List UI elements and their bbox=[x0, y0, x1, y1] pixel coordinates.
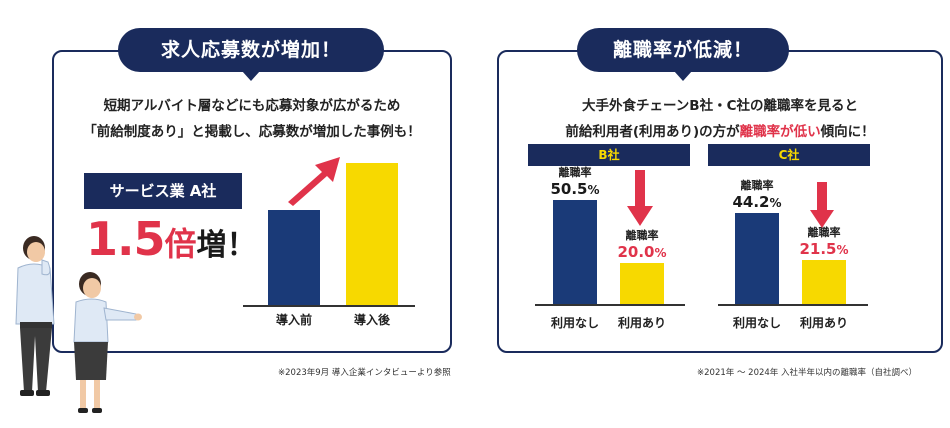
value-unit: % bbox=[587, 183, 600, 197]
right-footnote: ※2021年 ～ 2024年 入社半年以内の離職率（自社調べ） bbox=[697, 368, 917, 378]
right-intro-line1: 大手外食チェーンB社・C社の離職率を見ると bbox=[581, 98, 859, 114]
chart-c-header: C社 bbox=[708, 144, 870, 166]
value-label-b-use: 離職率 20.0% bbox=[606, 229, 678, 262]
category-label: 利用なし bbox=[550, 316, 599, 330]
bar-after bbox=[346, 163, 398, 305]
right-heading: 離職率が低減！ bbox=[577, 28, 789, 81]
value-unit: % bbox=[836, 243, 849, 257]
value-label-c-no-use: 離職率 44.2% bbox=[721, 179, 793, 212]
bar-before bbox=[268, 210, 320, 305]
value-number: 50.5 bbox=[550, 180, 588, 198]
multiplier-number: 1.5 bbox=[86, 212, 165, 266]
category-label: 導入前 bbox=[275, 313, 312, 327]
chart-b-header: B社 bbox=[528, 144, 690, 166]
category-label: 利用なし bbox=[732, 316, 781, 330]
up-arrow-icon bbox=[288, 157, 340, 206]
value-number: 20.0 bbox=[617, 243, 655, 261]
category-label: 利用あり bbox=[617, 316, 666, 330]
value-label-title: 離職率 bbox=[558, 166, 592, 179]
down-arrow-icon bbox=[810, 182, 834, 228]
value-label-title: 離職率 bbox=[807, 226, 841, 239]
right-intro-line2: 前給利用者(利用あり)の方が離職率が低い傾向に！ bbox=[505, 119, 935, 145]
multiplier-unit: 倍 bbox=[164, 225, 197, 263]
bar-b-use bbox=[620, 263, 664, 304]
chart-baseline bbox=[718, 304, 868, 306]
value-unit: % bbox=[654, 246, 667, 260]
chart-baseline bbox=[535, 304, 685, 306]
bar-c-use bbox=[802, 260, 846, 304]
left-intro-line2: 「前給制度あり」と掲載し、応募数が増加した事例も！ bbox=[83, 124, 421, 140]
bar-b-no-use bbox=[553, 200, 597, 304]
right-intro: 大手外食チェーンB社・C社の離職率を見ると 前給利用者(利用あり)の方が離職率が… bbox=[505, 93, 935, 145]
value-number: 21.5 bbox=[799, 240, 837, 258]
left-intro-line1: 短期アルバイト層などにも応募対象が広がるため bbox=[103, 98, 401, 114]
intro-line2-part-a: 前給利用者(利用あり)の方が bbox=[565, 124, 740, 140]
woman-figure bbox=[73, 272, 142, 413]
intro-line2-part-c: 傾向に！ bbox=[820, 124, 875, 140]
company-label: サービス業 A社 bbox=[84, 173, 242, 209]
left-heading: 求人応募数が増加！ bbox=[118, 28, 384, 81]
category-label: 導入後 bbox=[353, 313, 390, 327]
intro-line2-highlight: 離職率が低い bbox=[739, 124, 821, 140]
value-number: 44.2 bbox=[732, 193, 770, 211]
bar-c-no-use bbox=[735, 213, 779, 304]
down-arrow-icon bbox=[627, 170, 653, 226]
value-unit: % bbox=[769, 196, 782, 210]
left-intro: 短期アルバイト層などにも応募対象が広がるため 「前給制度あり」と掲載し、応募数が… bbox=[60, 93, 444, 145]
value-label-c-use: 離職率 21.5% bbox=[788, 226, 860, 259]
left-footnote: ※2023年9月 導入企業インタビューより参照 bbox=[278, 368, 451, 378]
value-label-title: 離職率 bbox=[625, 229, 659, 242]
value-label-b-no-use: 離職率 50.5% bbox=[539, 166, 611, 199]
value-label-title: 離職率 bbox=[740, 179, 774, 192]
man-figure bbox=[15, 236, 55, 396]
chart-baseline bbox=[243, 305, 415, 307]
category-label: 利用あり bbox=[799, 316, 848, 330]
business-people-illustration bbox=[15, 236, 142, 413]
multiplier-text: 1.5倍増！ bbox=[86, 212, 257, 272]
multiplier-rest: 増！ bbox=[196, 228, 257, 263]
